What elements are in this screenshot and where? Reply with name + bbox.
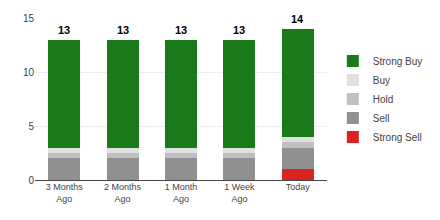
svg-text:13: 13 xyxy=(233,24,245,36)
svg-text:Strong Buy: Strong Buy xyxy=(373,56,422,67)
svg-text:15: 15 xyxy=(23,13,35,24)
svg-text:Hold: Hold xyxy=(373,94,394,105)
svg-text:Strong Sell: Strong Sell xyxy=(373,132,422,143)
svg-text:3 MonthsAgo: 3 MonthsAgo xyxy=(46,182,84,204)
svg-text:Today: Today xyxy=(286,182,311,192)
svg-text:5: 5 xyxy=(28,121,34,132)
svg-text:13: 13 xyxy=(58,24,70,36)
svg-text:Sell: Sell xyxy=(373,113,390,124)
svg-text:13: 13 xyxy=(117,24,129,36)
svg-text:0: 0 xyxy=(28,175,34,186)
svg-text:1 MonthAgo: 1 MonthAgo xyxy=(165,182,198,204)
svg-text:14: 14 xyxy=(291,13,304,25)
svg-text:13: 13 xyxy=(175,24,187,36)
svg-text:Buy: Buy xyxy=(373,75,390,86)
svg-text:2 MonthsAgo: 2 MonthsAgo xyxy=(104,182,142,204)
svg-text:1 WeekAgo: 1 WeekAgo xyxy=(224,182,255,204)
svg-text:10: 10 xyxy=(23,67,35,78)
